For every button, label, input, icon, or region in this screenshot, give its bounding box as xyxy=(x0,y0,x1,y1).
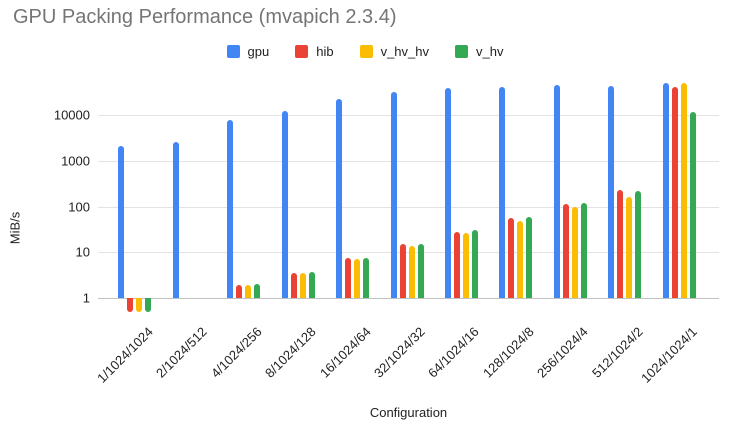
bar-v-hv-hv-128-1024-8[interactable] xyxy=(517,221,524,298)
bar-v-hv-128-1024-8[interactable] xyxy=(526,217,533,298)
x-tick-label-512-1024-2: 512/1024/2 xyxy=(588,324,646,381)
legend-item-v-hv[interactable]: v_hv xyxy=(455,44,503,59)
baseline-1 xyxy=(98,298,719,299)
y-tick-label-1: 1 xyxy=(82,290,90,306)
x-tick-label-1024-1024-1: 1024/1024/1 xyxy=(638,324,700,386)
x-tick-label-128-1024-8: 128/1024/8 xyxy=(479,324,537,381)
legend-swatch-gpu xyxy=(226,45,240,58)
bar-v-hv-32-1024-32[interactable] xyxy=(417,243,424,298)
bar-hib-256-1024-4[interactable] xyxy=(562,203,569,298)
bar-v-hv-hv-1024-1024-1[interactable] xyxy=(680,83,687,298)
y-tick-label-1000: 1000 xyxy=(61,153,90,169)
legend: gpu hib v_hv_hv v_hv xyxy=(0,44,730,59)
legend-label-gpu: gpu xyxy=(247,44,270,59)
bar-hib-128-1024-8[interactable] xyxy=(508,217,515,298)
bar-v-hv-hv-16-1024-64[interactable] xyxy=(354,258,361,298)
x-tick-label-32-1024-32: 32/1024/32 xyxy=(371,324,428,381)
bar-hib-512-1024-2[interactable] xyxy=(617,189,624,298)
x-tick-label-16-1024-64: 16/1024/64 xyxy=(316,324,374,381)
legend-swatch-v-hv xyxy=(455,45,468,58)
bar-gpu-512-1024-2[interactable] xyxy=(608,86,615,298)
y-axis-title: MiB/s xyxy=(7,211,23,245)
legend-swatch-v-hv-hv xyxy=(359,45,373,58)
bar-hib-1024-1024-1[interactable] xyxy=(671,87,678,298)
bar-v-hv-hv-64-1024-16[interactable] xyxy=(463,233,469,298)
x-tick-label-8-1024-128: 8/1024/128 xyxy=(262,324,319,381)
bar-v-hv-8-1024-128[interactable] xyxy=(308,272,315,298)
chart-title: GPU Packing Performance (mvapich 2.3.4) xyxy=(13,6,397,28)
bar-hib-4-1024-256[interactable] xyxy=(236,285,243,298)
gridline-10 xyxy=(98,252,719,254)
bar-hib-16-1024-64[interactable] xyxy=(345,258,352,298)
bar-v-hv-hv-512-1024-2[interactable] xyxy=(626,196,633,298)
bar-v-hv-hv-256-1024-4[interactable] xyxy=(571,207,578,298)
gridline-100 xyxy=(98,206,719,208)
bar-v-hv-64-1024-16[interactable] xyxy=(472,230,478,298)
gridline-10000 xyxy=(98,115,719,117)
legend-item-gpu[interactable]: gpu xyxy=(226,44,270,59)
legend-label-hib: hib xyxy=(316,44,334,59)
gridline-1000 xyxy=(98,160,719,162)
bar-gpu-8-1024-128[interactable] xyxy=(281,110,288,298)
bar-v-hv-16-1024-64[interactable] xyxy=(363,258,370,298)
bar-v-hv-256-1024-4[interactable] xyxy=(580,202,587,298)
bar-gpu-32-1024-32[interactable] xyxy=(390,91,397,298)
bar-gpu-1-1024-1024[interactable] xyxy=(118,146,125,298)
legend-item-hib[interactable]: hib xyxy=(295,44,334,59)
x-tick-label-2-1024-512: 2/1024/512 xyxy=(153,324,210,381)
bar-hib-1-1024-1024[interactable] xyxy=(127,298,134,312)
bar-v-hv-512-1024-2[interactable] xyxy=(635,190,642,298)
x-tick-label-1-1024-1024: 1/1024/1024 xyxy=(93,324,156,386)
bar-gpu-16-1024-64[interactable] xyxy=(336,98,343,298)
bar-gpu-4-1024-256[interactable] xyxy=(227,119,234,298)
bar-hib-8-1024-128[interactable] xyxy=(290,272,297,298)
y-tick-label-100: 100 xyxy=(68,199,90,215)
bar-v-hv-1-1024-1024[interactable] xyxy=(145,298,152,312)
bar-hib-64-1024-16[interactable] xyxy=(454,231,460,298)
legend-item-v-hv-hv[interactable]: v_hv_hv xyxy=(359,44,429,59)
y-tick-label-10000: 10000 xyxy=(53,107,90,123)
x-tick-label-64-1024-16: 64/1024/16 xyxy=(425,324,483,381)
bar-v-hv-hv-8-1024-128[interactable] xyxy=(299,272,306,298)
x-axis-title: Configuration xyxy=(369,405,448,420)
bar-gpu-128-1024-8[interactable] xyxy=(499,86,506,298)
legend-label-v-hv-hv: v_hv_hv xyxy=(380,44,429,59)
x-tick-label-4-1024-256: 4/1024/256 xyxy=(207,324,265,381)
legend-label-v-hv: v_hv xyxy=(476,44,504,59)
bar-gpu-1024-1024-1[interactable] xyxy=(662,83,669,298)
bar-v-hv-1024-1024-1[interactable] xyxy=(689,111,696,298)
bar-gpu-64-1024-16[interactable] xyxy=(445,88,451,298)
legend-swatch-hib xyxy=(295,45,309,58)
bar-v-hv-hv-4-1024-256[interactable] xyxy=(245,285,252,298)
bar-hib-32-1024-32[interactable] xyxy=(399,244,406,298)
x-tick-label-256-1024-4: 256/1024/4 xyxy=(534,324,592,381)
bar-gpu-2-1024-512[interactable] xyxy=(172,142,179,298)
bar-v-hv-4-1024-256[interactable] xyxy=(254,284,261,298)
bar-v-hv-hv-32-1024-32[interactable] xyxy=(408,245,415,298)
y-tick-label-10: 10 xyxy=(75,244,90,260)
bar-v-hv-hv-1-1024-1024[interactable] xyxy=(136,298,143,312)
bar-gpu-256-1024-4[interactable] xyxy=(553,85,560,298)
